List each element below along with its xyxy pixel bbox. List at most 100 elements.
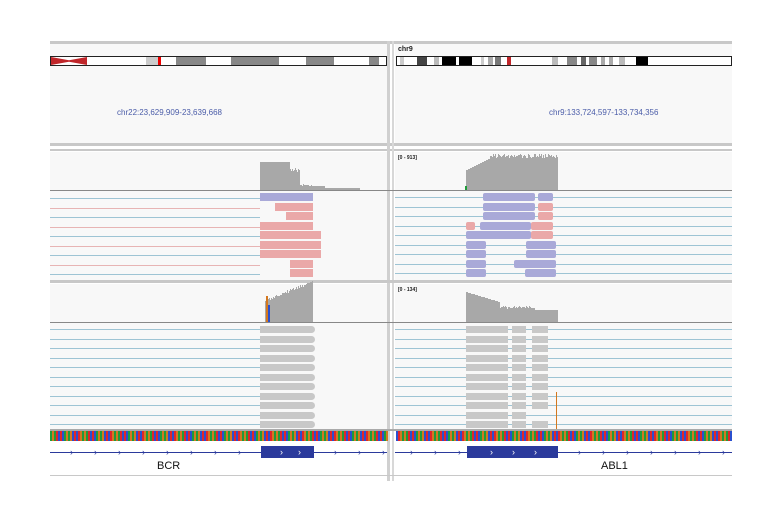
panel-splitter[interactable] (387, 41, 390, 481)
cytoband (442, 57, 456, 65)
read-pair-line (395, 367, 732, 368)
read (290, 260, 313, 268)
read-pair-line (395, 348, 732, 349)
read-pair-line (395, 216, 732, 217)
coverage-bar (359, 188, 360, 190)
coverage-bar (557, 157, 558, 190)
cytoband (481, 57, 484, 65)
read (525, 269, 556, 277)
read (512, 393, 526, 400)
strand-arrow-icon: › (358, 448, 364, 456)
base (730, 431, 732, 441)
strand-arrow-icon: › (94, 448, 100, 456)
read (512, 402, 526, 409)
read (512, 383, 526, 390)
read-pair-line (50, 339, 260, 340)
read (290, 269, 313, 277)
track-panel (50, 152, 387, 280)
track-panel (395, 284, 732, 429)
read-pair-line (50, 424, 260, 425)
gene-intron-line (395, 452, 732, 453)
coverage-bar (312, 281, 313, 322)
strand-arrow-icon: › (602, 448, 608, 456)
read (532, 402, 548, 409)
read-pair-line (50, 208, 260, 209)
read (466, 412, 508, 419)
read (512, 364, 526, 371)
coverage-baseline (50, 190, 732, 191)
read (466, 374, 508, 381)
strand-arrow-icon: › (512, 447, 518, 457)
read-pair-line (395, 329, 732, 330)
read (466, 355, 508, 362)
header-divider-2 (50, 149, 732, 151)
read (466, 383, 508, 390)
read (466, 336, 508, 343)
read-pair-line (50, 246, 260, 247)
read-pair-line (50, 377, 260, 378)
read (512, 374, 526, 381)
right-locus-label: chr9:133,724,597-133,734,356 (549, 108, 658, 117)
chr9-ideogram[interactable] (396, 56, 732, 66)
header-divider (50, 143, 732, 146)
read-pair-line (50, 358, 260, 359)
cytoband (495, 57, 501, 65)
read-pair-line (395, 207, 732, 208)
cytoband (601, 57, 605, 65)
read (532, 326, 548, 333)
read-pair-line (395, 386, 732, 387)
cytoband (158, 57, 161, 65)
strand-arrow-icon: › (650, 448, 656, 456)
cytoband (400, 57, 404, 65)
read (538, 212, 553, 220)
cytoband (146, 57, 158, 65)
cytoband (306, 57, 334, 65)
read (466, 421, 508, 428)
chr22-ideogram[interactable] (50, 56, 387, 66)
cytoband (231, 57, 279, 65)
cytoband (369, 57, 379, 65)
cytoband (488, 57, 493, 65)
track-panel (50, 284, 387, 429)
strand-arrow-icon: › (190, 448, 196, 456)
gene-label-abl1: ABL1 (601, 460, 628, 472)
strand-arrow-icon: › (722, 448, 728, 456)
strand-arrow-icon: › (142, 448, 148, 456)
read (466, 231, 531, 239)
left-locus-label: chr22:23,629,909-23,639,668 (117, 108, 222, 117)
read-pair-line (50, 405, 260, 406)
read-pair-line (50, 217, 260, 218)
read (260, 241, 321, 249)
read (532, 364, 548, 371)
read (466, 393, 508, 400)
read-pair-line (50, 386, 260, 387)
read (466, 269, 486, 277)
read (275, 203, 313, 211)
read-pair-line (50, 255, 260, 256)
read-pair-line (50, 236, 260, 237)
read-pair-line (395, 235, 732, 236)
read-pair-line (395, 197, 732, 198)
panel-splitter-2 (392, 41, 394, 481)
read-pair-line (395, 245, 732, 246)
mismatch (465, 186, 467, 190)
read-pair-line (50, 367, 260, 368)
read (538, 203, 553, 211)
strand-arrow-icon: › (382, 448, 388, 456)
read-pair-line (50, 348, 260, 349)
cytoband (552, 57, 558, 65)
read-pair-line (395, 226, 732, 227)
read (260, 345, 315, 352)
read (532, 383, 548, 390)
bottom-line (50, 475, 732, 476)
read-pair-line (395, 405, 732, 406)
track-divider (50, 280, 732, 283)
read (286, 212, 313, 220)
strand-arrow-icon: › (70, 448, 76, 456)
strand-arrow-icon: › (214, 448, 220, 456)
cytoband (51, 57, 87, 65)
read (260, 374, 315, 381)
coverage-range-2: [0 - 134] (398, 287, 417, 293)
read (260, 250, 321, 258)
read (512, 326, 526, 333)
